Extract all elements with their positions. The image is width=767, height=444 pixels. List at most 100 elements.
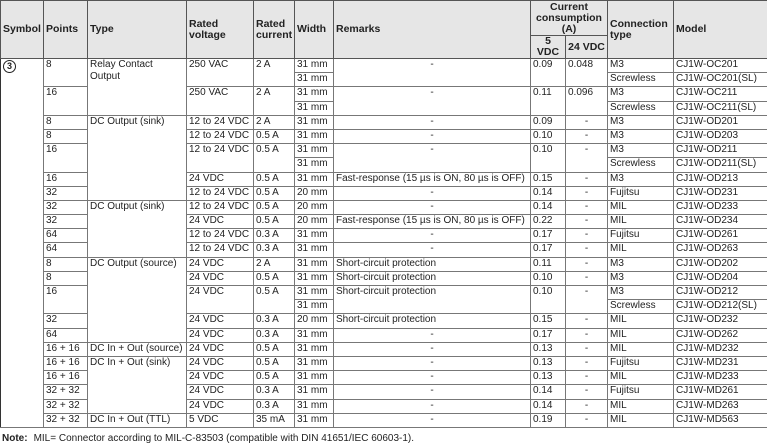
- width-cell: 31 mm: [295, 158, 334, 172]
- remarks-cell: -: [334, 399, 531, 413]
- current-5vdc-cell: 0.14: [531, 186, 566, 200]
- connection-type-cell: Fujitsu: [608, 385, 674, 399]
- current-5vdc-cell: 0.17: [531, 243, 566, 257]
- width-cell: 31 mm: [295, 115, 334, 129]
- rated-voltage-cell: 12 to 24 VDC: [187, 186, 254, 200]
- model-cell: CJ1W-OC201: [674, 59, 767, 73]
- connection-type-cell: M3: [608, 144, 674, 158]
- width-cell: 31 mm: [295, 129, 334, 143]
- points-cell: 32 + 32: [44, 385, 88, 399]
- connection-type-cell: M3: [608, 115, 674, 129]
- rated-current-cell: 0.5 A: [254, 371, 295, 385]
- rated-current-cell: 0.3 A: [254, 328, 295, 342]
- width-cell: 20 mm: [295, 314, 334, 328]
- model-cell: CJ1W-MD232: [674, 342, 767, 356]
- current-24vdc-cell: -: [566, 243, 608, 257]
- model-cell: CJ1W-OD233: [674, 200, 767, 214]
- model-cell: CJ1W-OD211(SL): [674, 158, 767, 172]
- connection-type-cell: MIL: [608, 215, 674, 229]
- points-cell: 32 + 32: [44, 413, 88, 427]
- remarks-cell: -: [334, 413, 531, 427]
- type-cell: DC In + Out (sink): [88, 356, 187, 413]
- current-24vdc-cell: -: [566, 215, 608, 229]
- connection-type-cell: MIL: [608, 342, 674, 356]
- model-cell: CJ1W-OD204: [674, 271, 767, 285]
- header-rated-current: Rated current: [254, 1, 295, 59]
- current-24vdc-cell: -: [566, 229, 608, 243]
- connection-type-cell: MIL: [608, 413, 674, 427]
- type-cell: Relay Contact Output: [88, 59, 187, 116]
- model-cell: CJ1W-OD263: [674, 243, 767, 257]
- model-cell: CJ1W-OC211: [674, 87, 767, 101]
- remarks-cell: -: [334, 385, 531, 399]
- rated-current-cell: 0.5 A: [254, 215, 295, 229]
- width-cell: 31 mm: [295, 399, 334, 413]
- rated-current-cell: 0.3 A: [254, 229, 295, 243]
- remarks-cell: -: [334, 186, 531, 200]
- remarks-cell: -: [334, 59, 531, 87]
- connection-type-cell: M3: [608, 59, 674, 73]
- rated-voltage-cell: 12 to 24 VDC: [187, 115, 254, 129]
- rated-voltage-cell: 24 VDC: [187, 286, 254, 314]
- current-5vdc-cell: 0.13: [531, 371, 566, 385]
- header-type: Type: [88, 1, 187, 59]
- rated-voltage-cell: 24 VDC: [187, 342, 254, 356]
- connection-type-cell: MIL: [608, 328, 674, 342]
- current-24vdc-cell: -: [566, 385, 608, 399]
- remarks-cell: -: [334, 356, 531, 370]
- connection-type-cell: Screwless: [608, 300, 674, 314]
- width-cell: 31 mm: [295, 300, 334, 314]
- model-cell: CJ1W-MD231: [674, 356, 767, 370]
- current-24vdc-cell: -: [566, 172, 608, 186]
- rated-voltage-cell: 24 VDC: [187, 328, 254, 342]
- current-24vdc-cell: -: [566, 144, 608, 172]
- model-cell: CJ1W-MD233: [674, 371, 767, 385]
- current-5vdc-cell: 0.10: [531, 286, 566, 314]
- points-cell: 8: [44, 59, 88, 87]
- rated-current-cell: 0.5 A: [254, 342, 295, 356]
- header-symbol: Symbol: [1, 1, 44, 59]
- current-5vdc-cell: 0.10: [531, 129, 566, 143]
- rated-voltage-cell: 12 to 24 VDC: [187, 243, 254, 257]
- model-cell: CJ1W-MD263: [674, 399, 767, 413]
- module-spec-table: Symbol Points Type Rated voltage Rated c…: [0, 0, 767, 428]
- connection-type-cell: Screwless: [608, 73, 674, 87]
- points-cell: 64: [44, 229, 88, 243]
- width-cell: 31 mm: [295, 101, 334, 115]
- current-5vdc-cell: 0.11: [531, 257, 566, 271]
- current-5vdc-cell: 0.13: [531, 342, 566, 356]
- current-24vdc-cell: -: [566, 314, 608, 328]
- rated-voltage-cell: 24 VDC: [187, 215, 254, 229]
- rated-current-cell: 0.3 A: [254, 399, 295, 413]
- remarks-cell: Short-circuit protection: [334, 286, 531, 314]
- width-cell: 31 mm: [295, 172, 334, 186]
- connection-type-cell: M3: [608, 129, 674, 143]
- current-24vdc-cell: -: [566, 356, 608, 370]
- current-5vdc-cell: 0.14: [531, 200, 566, 214]
- rated-voltage-cell: 24 VDC: [187, 356, 254, 370]
- width-cell: 31 mm: [295, 286, 334, 300]
- type-cell: DC In + Out (source): [88, 342, 187, 356]
- remarks-cell: -: [334, 328, 531, 342]
- current-24vdc-cell: -: [566, 286, 608, 314]
- points-cell: 16: [44, 172, 88, 186]
- points-cell: 16: [44, 144, 88, 172]
- model-cell: CJ1W-MD261: [674, 385, 767, 399]
- connection-type-cell: M3: [608, 257, 674, 271]
- rated-current-cell: 0.5 A: [254, 200, 295, 214]
- current-24vdc-cell: -: [566, 399, 608, 413]
- rated-current-cell: 0.5 A: [254, 286, 295, 314]
- width-cell: 20 mm: [295, 215, 334, 229]
- width-cell: 31 mm: [295, 342, 334, 356]
- remarks-cell: -: [334, 129, 531, 143]
- points-cell: 8: [44, 271, 88, 285]
- rated-voltage-cell: 24 VDC: [187, 371, 254, 385]
- current-5vdc-cell: 0.10: [531, 144, 566, 172]
- remarks-cell: -: [334, 144, 531, 172]
- width-cell: 31 mm: [295, 328, 334, 342]
- rated-voltage-cell: 250 VAC: [187, 59, 254, 87]
